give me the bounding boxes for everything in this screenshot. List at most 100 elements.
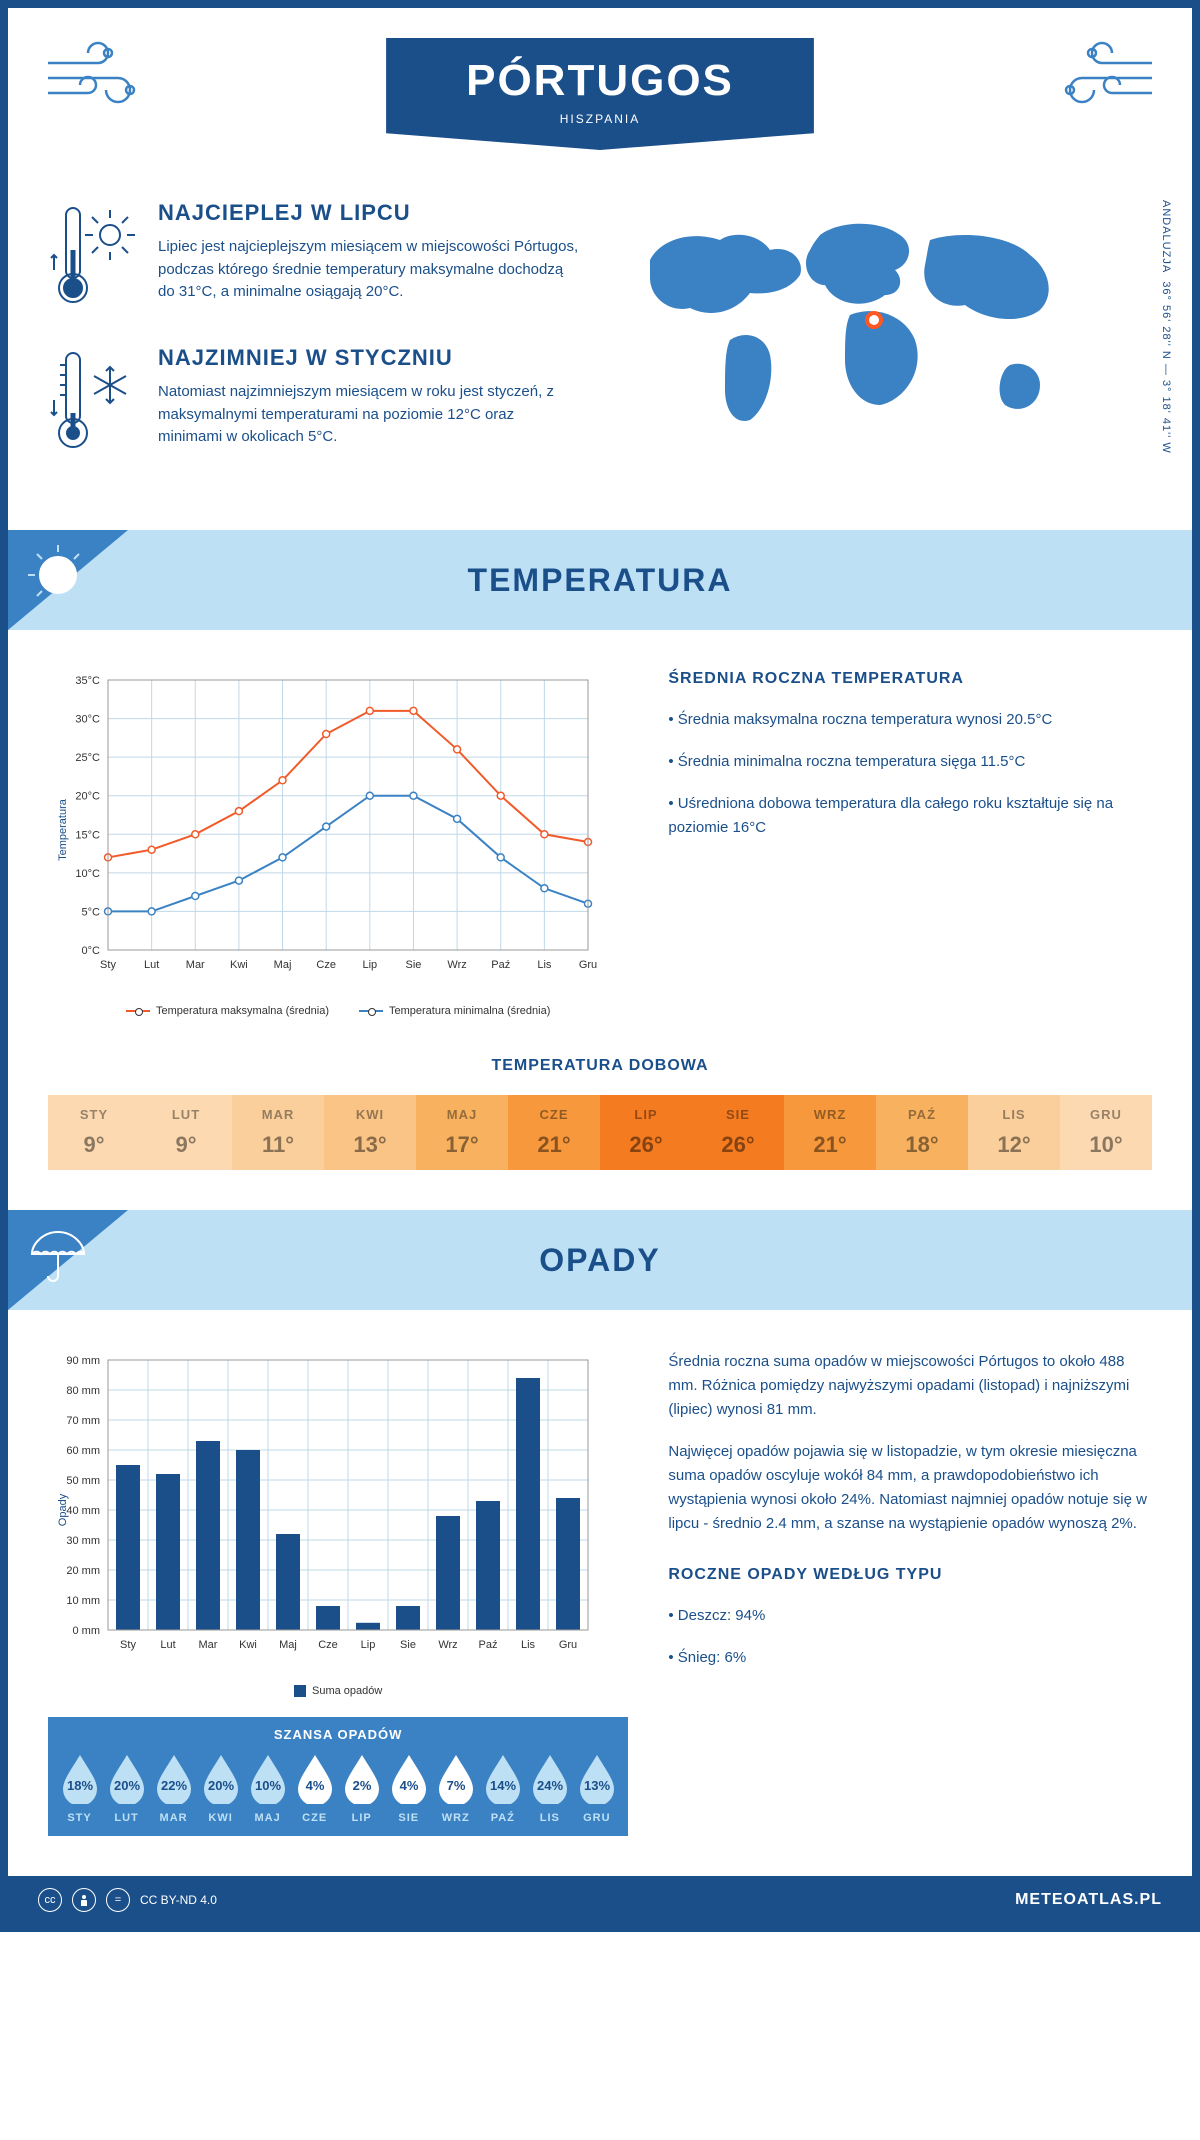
coordinates-label: ANDALUZJA 36° 56' 28'' N — 3° 18' 41'' W xyxy=(1160,200,1172,454)
precip-type-bullet: • Śnieg: 6% xyxy=(668,1646,1152,1670)
rain-chance-drop: 4% SIE xyxy=(385,1752,432,1824)
svg-text:Paź: Paź xyxy=(491,959,510,971)
wind-icon xyxy=(1052,38,1162,123)
svg-text:0°C: 0°C xyxy=(82,945,101,957)
rain-chance-drop: 13% GRU xyxy=(573,1752,620,1824)
svg-text:Gru: Gru xyxy=(579,959,597,971)
cold-fact: NAJZIMNIEJ W STYCZNIU Natomiast najzimni… xyxy=(48,345,580,460)
precip-section-header: OPADY xyxy=(8,1210,1192,1310)
cold-fact-text: Natomiast najzimniejszym miesiącem w rok… xyxy=(158,381,580,449)
svg-text:Sty: Sty xyxy=(100,959,116,971)
daily-temp-table: TEMPERATURA DOBOWA STY9° LUT9° MAR11° KW… xyxy=(8,1057,1192,1210)
svg-text:Temperatura: Temperatura xyxy=(57,798,69,861)
svg-text:0 mm: 0 mm xyxy=(73,1625,101,1637)
rain-chance-drop: 18% STY xyxy=(56,1752,103,1824)
cc-icon: cc xyxy=(38,1888,62,1912)
temp-line-chart: 0°C5°C10°C15°C20°C25°C30°C35°CStyLutMarK… xyxy=(48,670,628,1017)
svg-text:Lis: Lis xyxy=(521,1639,536,1651)
svg-text:22%: 22% xyxy=(161,1778,187,1793)
svg-text:Lip: Lip xyxy=(361,1639,376,1651)
svg-text:Mar: Mar xyxy=(186,959,205,971)
precip-summary-text: Średnia roczna suma opadów w miejscowośc… xyxy=(668,1350,1152,1836)
svg-text:Lut: Lut xyxy=(160,1639,175,1651)
svg-text:90 mm: 90 mm xyxy=(66,1355,100,1367)
svg-text:10 mm: 10 mm xyxy=(66,1595,100,1607)
infographic-page: PÓRTUGOS HISZPANIA xyxy=(0,0,1200,1932)
svg-text:20%: 20% xyxy=(114,1778,140,1793)
temp-cell: KWI13° xyxy=(324,1095,416,1170)
precip-section-title: OPADY xyxy=(539,1242,660,1279)
rain-chance-drop: 20% LUT xyxy=(103,1752,150,1824)
temp-cell: PAŹ18° xyxy=(876,1095,968,1170)
by-icon xyxy=(72,1888,96,1912)
wind-icon xyxy=(38,38,148,123)
svg-text:Sie: Sie xyxy=(406,959,422,971)
intro-section: NAJCIEPLEJ W LIPCU Lipiec jest najcieple… xyxy=(8,200,1192,530)
svg-text:Lut: Lut xyxy=(144,959,159,971)
svg-text:Wrz: Wrz xyxy=(447,959,466,971)
svg-text:4%: 4% xyxy=(399,1778,418,1793)
rain-chance-drop: 22% MAR xyxy=(150,1752,197,1824)
temp-bullet: • Średnia maksymalna roczna temperatura … xyxy=(668,708,1152,732)
temp-bullet: • Średnia minimalna roczna temperatura s… xyxy=(668,750,1152,774)
svg-text:Gru: Gru xyxy=(559,1639,577,1651)
precip-type-bullet: • Deszcz: 94% xyxy=(668,1604,1152,1628)
svg-text:Maj: Maj xyxy=(274,959,292,971)
temp-cell: SIE26° xyxy=(692,1095,784,1170)
svg-text:5°C: 5°C xyxy=(82,906,101,918)
svg-text:35°C: 35°C xyxy=(75,675,100,687)
svg-text:70 mm: 70 mm xyxy=(66,1415,100,1427)
page-header: PÓRTUGOS HISZPANIA xyxy=(8,8,1192,200)
sun-icon xyxy=(23,540,93,615)
nd-icon: = xyxy=(106,1888,130,1912)
rain-chance-drop: 4% CZE xyxy=(291,1752,338,1824)
cold-fact-title: NAJZIMNIEJ W STYCZNIU xyxy=(158,345,580,371)
svg-text:Maj: Maj xyxy=(279,1639,297,1651)
warm-fact: NAJCIEPLEJ W LIPCU Lipiec jest najcieple… xyxy=(48,200,580,315)
svg-text:18%: 18% xyxy=(67,1778,93,1793)
svg-text:4%: 4% xyxy=(305,1778,324,1793)
temp-cell: CZE21° xyxy=(508,1095,600,1170)
rain-chance-drop: 14% PAŹ xyxy=(479,1752,526,1824)
svg-text:20%: 20% xyxy=(208,1778,234,1793)
svg-text:30°C: 30°C xyxy=(75,714,100,726)
svg-text:Opady: Opady xyxy=(57,1493,69,1526)
location-marker xyxy=(865,311,883,329)
thermometer-sun-icon xyxy=(48,200,138,315)
thermometer-snow-icon xyxy=(48,345,138,460)
svg-text:14%: 14% xyxy=(490,1778,516,1793)
svg-text:2%: 2% xyxy=(352,1778,371,1793)
svg-text:25°C: 25°C xyxy=(75,752,100,764)
precip-chart-legend: Suma opadów xyxy=(48,1685,628,1697)
svg-text:Cze: Cze xyxy=(316,959,336,971)
warm-fact-title: NAJCIEPLEJ W LIPCU xyxy=(158,200,580,226)
license-info: cc = CC BY-ND 4.0 xyxy=(38,1888,217,1912)
temp-cell: LUT9° xyxy=(140,1095,232,1170)
svg-text:24%: 24% xyxy=(537,1778,563,1793)
title-ribbon: PÓRTUGOS HISZPANIA xyxy=(386,38,814,150)
temp-cell: GRU10° xyxy=(1060,1095,1152,1170)
svg-text:20°C: 20°C xyxy=(75,791,100,803)
svg-text:30 mm: 30 mm xyxy=(66,1535,100,1547)
svg-text:20 mm: 20 mm xyxy=(66,1565,100,1577)
temp-cell: LIS12° xyxy=(968,1095,1060,1170)
svg-text:Sie: Sie xyxy=(400,1639,416,1651)
svg-text:Paź: Paź xyxy=(479,1639,498,1651)
country-name: HISZPANIA xyxy=(466,112,734,126)
temp-bullet: • Uśredniona dobowa temperatura dla całe… xyxy=(668,792,1152,840)
world-map xyxy=(620,200,1152,465)
page-footer: cc = CC BY-ND 4.0 METEOATLAS.PL xyxy=(8,1876,1192,1924)
rain-chance-drop: 20% KWI xyxy=(197,1752,244,1824)
svg-text:13%: 13% xyxy=(584,1778,610,1793)
svg-text:7%: 7% xyxy=(446,1778,465,1793)
temp-cell: MAJ17° xyxy=(416,1095,508,1170)
temp-section-header: TEMPERATURA xyxy=(8,530,1192,630)
rain-chance-box: SZANSA OPADÓW 18% STY 20% LUT 22% MAR xyxy=(48,1717,628,1836)
rain-chance-drop: 10% MAJ xyxy=(244,1752,291,1824)
temp-summary-text: ŚREDNIA ROCZNA TEMPERATURA • Średnia mak… xyxy=(668,670,1152,1017)
svg-text:50 mm: 50 mm xyxy=(66,1475,100,1487)
temp-cell: STY9° xyxy=(48,1095,140,1170)
umbrella-icon xyxy=(23,1220,93,1295)
svg-text:Kwi: Kwi xyxy=(230,959,248,971)
svg-text:60 mm: 60 mm xyxy=(66,1445,100,1457)
